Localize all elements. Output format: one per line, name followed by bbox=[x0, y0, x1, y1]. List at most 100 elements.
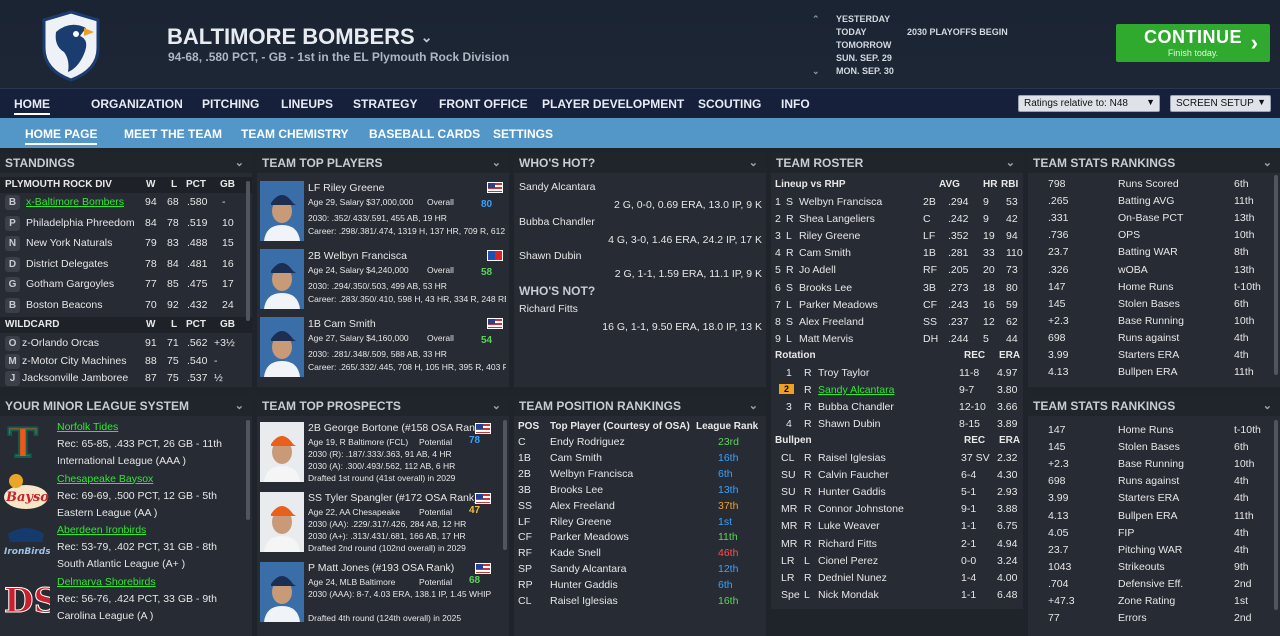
nav-info[interactable]: INFO bbox=[781, 97, 810, 111]
position-row[interactable]: SS Alex Freeland 37th bbox=[514, 498, 766, 515]
chevron-up-icon[interactable]: ⌃ bbox=[812, 14, 820, 24]
lineup-row[interactable]: 5 R Jo Adell RF .205 20 73 bbox=[771, 262, 1023, 279]
top-player[interactable]: Alex Freeland bbox=[550, 499, 615, 512]
chevron-down-icon[interactable]: ⌄ bbox=[1262, 400, 1272, 412]
team-name[interactable]: New York Naturals bbox=[26, 237, 113, 249]
lineup-row[interactable]: 7 L Parker Meadows CF .243 16 59 bbox=[771, 297, 1023, 314]
wildcard-row[interactable]: J Jacksonville Jamboree 87 75 .537 ½ bbox=[0, 370, 252, 387]
standings-row[interactable]: B Boston Beacons 70 92 .432 24 bbox=[0, 297, 252, 314]
date-sun[interactable]: SUN. SEP. 29 bbox=[836, 53, 892, 63]
cold-player-name-row[interactable]: Richard Fitts bbox=[514, 301, 766, 318]
top-player[interactable]: Cam Smith bbox=[550, 451, 602, 464]
team-name[interactable]: BALTIMORE BOMBERS ⌄ bbox=[167, 24, 432, 50]
minor-team-row[interactable]: Norfolk Tides bbox=[0, 419, 252, 436]
scrollbar[interactable] bbox=[246, 420, 250, 520]
standings-row[interactable]: P Philadelphia Phreedom 84 78 .519 10 bbox=[0, 215, 252, 232]
position-row[interactable]: 2B Welbyn Francisca 6th bbox=[514, 466, 766, 483]
player-name[interactable]: Riley Greene bbox=[799, 230, 861, 243]
date-today[interactable]: TODAY bbox=[836, 27, 867, 37]
position-row[interactable]: 1B Cam Smith 16th bbox=[514, 450, 766, 467]
lineup-row[interactable]: 1 S Welbyn Francisca 2B .294 9 53 bbox=[771, 194, 1023, 211]
player-name[interactable]: Cam Smith bbox=[799, 247, 851, 260]
bullpen-row[interactable]: MR R Connor Johnstone 9-1 3.88 bbox=[771, 501, 1023, 518]
tab-home-page[interactable]: HOME PAGE bbox=[25, 127, 98, 145]
chevron-down-icon[interactable]: ⌄ bbox=[812, 66, 820, 76]
continue-button[interactable]: CONTINUE Finish today. › bbox=[1116, 24, 1270, 62]
nav-pitching[interactable]: PITCHING bbox=[202, 97, 260, 111]
rotation-row[interactable]: 4 R Shawn Dubin 8-15 3.89 bbox=[771, 416, 1023, 433]
position-row[interactable]: RP Hunter Gaddis 6th bbox=[514, 577, 766, 594]
position-row[interactable]: CF Parker Meadows 11th bbox=[514, 529, 766, 546]
top-player[interactable]: Welbyn Francisca bbox=[550, 467, 634, 480]
prospect-card[interactable]: SS Tyler Spangler (#172 OSA Rank) Age 22,… bbox=[257, 490, 507, 554]
nav-front-office[interactable]: FRONT OFFICE bbox=[439, 97, 528, 111]
top-player[interactable]: Hunter Gaddis bbox=[550, 579, 618, 592]
team-name[interactable]: Gotham Gargoyles bbox=[26, 278, 115, 290]
bullpen-row[interactable]: MR R Luke Weaver 1-1 6.75 bbox=[771, 518, 1023, 535]
prospect-name[interactable]: SS Tyler Spangler (#172 OSA Rank) bbox=[308, 492, 478, 504]
nav-strategy[interactable]: STRATEGY bbox=[353, 97, 418, 111]
prospect-card[interactable]: P Matt Jones (#193 OSA Rank) Age 24, MLB … bbox=[257, 560, 507, 624]
pitcher-name[interactable]: Dedniel Nunez bbox=[818, 571, 887, 584]
bullpen-row[interactable]: MR R Richard Fitts 2-1 4.94 bbox=[771, 536, 1023, 553]
lineup-row[interactable]: 6 S Brooks Lee 3B .273 18 80 bbox=[771, 280, 1023, 297]
pitcher-name[interactable]: Luke Weaver bbox=[818, 520, 880, 533]
standings-row[interactable]: N New York Naturals 79 83 .488 15 bbox=[0, 235, 252, 252]
team-name[interactable]: Boston Beacons bbox=[26, 298, 103, 311]
pitcher-name[interactable]: Hunter Gaddis bbox=[818, 486, 886, 499]
minor-team-name[interactable]: Norfolk Tides bbox=[57, 421, 119, 433]
bullpen-row[interactable]: SU R Hunter Gaddis 5-1 2.93 bbox=[771, 484, 1023, 501]
nav-scouting[interactable]: SCOUTING bbox=[698, 97, 762, 111]
team-name[interactable]: x-Baltimore Bombers bbox=[26, 196, 125, 208]
date-mon[interactable]: MON. SEP. 30 bbox=[836, 66, 894, 76]
chevron-down-icon[interactable]: ⌄ bbox=[491, 157, 501, 169]
tab-team-chemistry[interactable]: TEAM CHEMISTRY bbox=[241, 127, 349, 141]
chevron-down-icon[interactable]: ⌄ bbox=[234, 157, 244, 169]
player-name[interactable]: 2B Welbyn Francisca bbox=[308, 250, 408, 262]
lineup-row[interactable]: 4 R Cam Smith 1B .281 33 110 bbox=[771, 245, 1023, 262]
bullpen-row[interactable]: LR R Dedniel Nunez 1-4 4.00 bbox=[771, 570, 1023, 587]
tab-baseball-cards[interactable]: BASEBALL CARDS bbox=[369, 127, 481, 141]
rotation-row[interactable]: 3 R Bubba Chandler 12-10 3.66 bbox=[771, 399, 1023, 416]
standings-row[interactable]: G Gotham Gargoyles 77 85 .475 17 bbox=[0, 276, 252, 293]
rotation-row[interactable]: 2 R Sandy Alcantara 9-7 3.80 bbox=[771, 382, 1023, 399]
top-player[interactable]: Sandy Alcantara bbox=[550, 563, 627, 576]
player-name[interactable]: Welbyn Francisca bbox=[799, 196, 883, 208]
chevron-down-icon[interactable]: ⌄ bbox=[748, 157, 758, 169]
nav-organization[interactable]: ORGANIZATION bbox=[91, 97, 183, 111]
chevron-down-icon[interactable]: ⌄ bbox=[1005, 157, 1015, 169]
position-row[interactable]: 3B Brooks Lee 13th bbox=[514, 482, 766, 499]
nav-home[interactable]: HOME bbox=[14, 97, 50, 115]
rotation-row[interactable]: 1 R Troy Taylor 11-8 4.97 bbox=[771, 365, 1023, 382]
team-name[interactable]: Philadelphia Phreedom bbox=[26, 216, 135, 229]
pitcher-name[interactable]: Nick Mondak bbox=[818, 588, 879, 601]
pitcher-name[interactable]: Richard Fitts bbox=[818, 537, 877, 550]
tab-meet-the-team[interactable]: MEET THE TEAM bbox=[124, 127, 222, 141]
prospect-name[interactable]: P Matt Jones (#193 OSA Rank) bbox=[308, 562, 455, 574]
pitcher-name[interactable]: Shawn Dubin bbox=[818, 418, 881, 430]
minor-team-name[interactable]: Chesapeake Baysox bbox=[57, 472, 154, 485]
player-name[interactable]: 1B Cam Smith bbox=[308, 318, 376, 330]
top-player[interactable]: Kade Snell bbox=[550, 547, 601, 560]
position-row[interactable]: C Endy Rodriguez 23rd bbox=[514, 434, 766, 451]
position-row[interactable]: LF Riley Greene 1st bbox=[514, 514, 766, 531]
bullpen-row[interactable]: LR L Cionel Perez 0-0 3.24 bbox=[771, 553, 1023, 570]
hot-player-name-row[interactable]: Sandy Alcantara bbox=[514, 179, 766, 196]
position-row[interactable]: SP Sandy Alcantara 12th bbox=[514, 561, 766, 578]
chevron-down-icon[interactable]: ⌄ bbox=[234, 400, 244, 412]
pitcher-name[interactable]: Sandy Alcantara bbox=[818, 384, 895, 396]
chevron-down-icon[interactable]: ⌄ bbox=[748, 400, 758, 412]
screen-setup-select[interactable]: SCREEN SETUP ▼ bbox=[1170, 95, 1271, 112]
player-name[interactable]: Parker Meadows bbox=[799, 298, 878, 311]
ratings-select[interactable]: Ratings relative to: N48 ▼ bbox=[1018, 95, 1160, 112]
pitcher-name[interactable]: Calvin Faucher bbox=[818, 469, 889, 482]
minor-team-name[interactable]: Aberdeen Ironbirds bbox=[57, 524, 147, 536]
player-card[interactable]: 1B Cam Smith Age 27, Salary $4,160,000 Ove… bbox=[257, 315, 507, 379]
chevron-down-icon[interactable]: ⌄ bbox=[491, 400, 501, 412]
lineup-row[interactable]: 9 L Matt Mervis DH .244 5 44 bbox=[771, 331, 1023, 348]
player-name[interactable]: Jo Adell bbox=[799, 264, 836, 277]
hot-player-name-row[interactable]: Bubba Chandler bbox=[514, 214, 766, 231]
top-player[interactable]: Brooks Lee bbox=[550, 483, 604, 496]
